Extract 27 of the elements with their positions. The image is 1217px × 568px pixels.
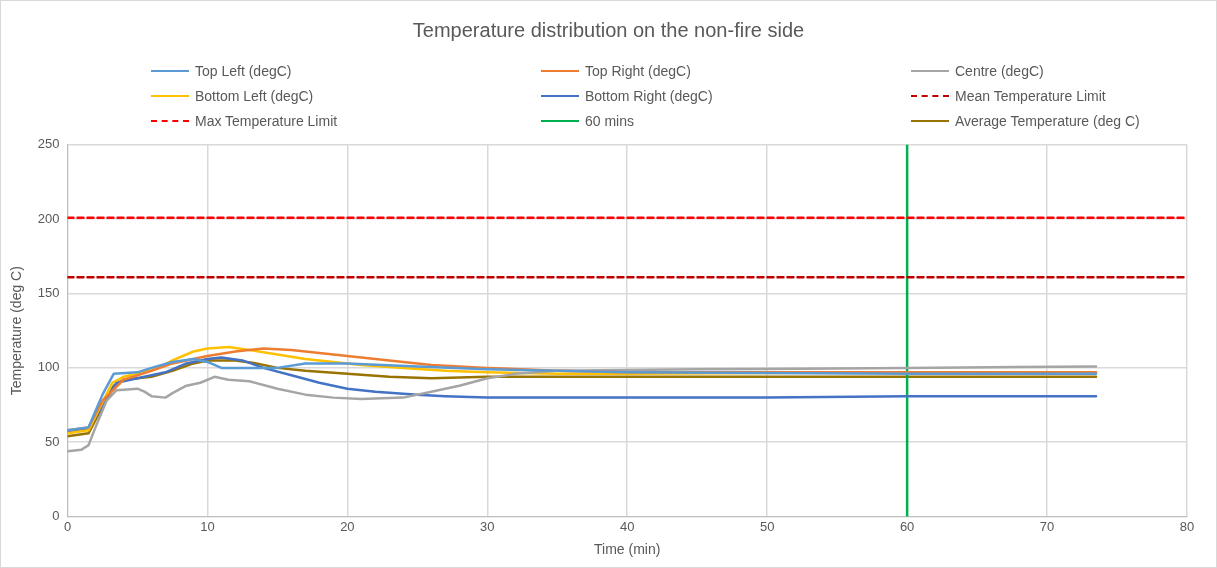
legend-label: Max Temperature Limit <box>195 113 338 129</box>
x-axis-title: Time (min) <box>594 541 661 558</box>
y-tick-label: 250 <box>37 136 60 152</box>
x-tick-label: 10 <box>200 518 215 534</box>
x-tick-label: 30 <box>480 518 495 534</box>
x-tick-label: 60 <box>899 518 915 534</box>
chart-title: Temperature distribution on the non-fire side <box>411 19 806 42</box>
legend-label: Top Left (degC) <box>195 63 292 79</box>
y-tick-label: 150 <box>37 285 60 301</box>
y-tick-label: 200 <box>37 210 60 226</box>
y-tick-label: 50 <box>45 433 60 449</box>
legend-label: Top Right (degC) <box>585 63 691 79</box>
y-tick-label: 100 <box>37 359 60 375</box>
y-tick-label: 0 <box>52 508 60 524</box>
legend-label: Mean Temperature Limit <box>955 88 1106 104</box>
x-tick-label: 0 <box>63 518 72 534</box>
x-tick-label: 20 <box>340 518 355 534</box>
y-axis-title: Temperature (deg C) <box>8 266 25 396</box>
x-tick-label: 40 <box>620 518 635 534</box>
legend-label: Bottom Left (degC) <box>195 88 314 104</box>
x-tick-label: 70 <box>1039 518 1055 534</box>
legend-label: Average Temperature (deg C) <box>955 113 1140 129</box>
legend-label: Bottom Right (degC) <box>585 88 713 104</box>
x-tick-label: 80 <box>1179 518 1195 534</box>
legend-label: Centre (degC) <box>955 63 1044 79</box>
legend-label: 60 mins <box>585 113 635 129</box>
x-tick-label: 50 <box>759 518 775 534</box>
